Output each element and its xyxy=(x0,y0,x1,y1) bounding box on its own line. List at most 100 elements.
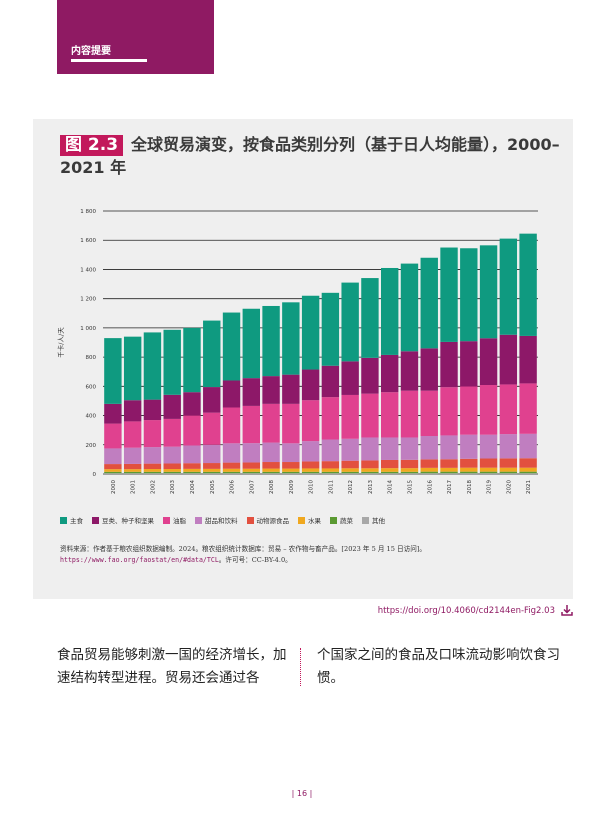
figure-title-text: 全球贸易演变，按食品类别分列（基于日人均能量），2000–2021 年 xyxy=(60,135,560,177)
bar-segment-animal xyxy=(460,458,478,468)
x-tick-label: 2007 xyxy=(249,480,255,494)
bar-segment-veg xyxy=(163,471,181,474)
bar-segment-staples xyxy=(143,332,162,400)
bar-segment-veg xyxy=(341,471,359,474)
x-tick-label: 2001 xyxy=(131,480,137,494)
source-link[interactable]: https://www.fao.org/faostat/en/#data/TCL xyxy=(60,556,219,564)
download-icon[interactable] xyxy=(561,605,573,616)
bar-segment-animal xyxy=(104,464,122,470)
x-tick-label: 2005 xyxy=(210,480,216,494)
bar-segment-sugar xyxy=(321,439,340,462)
bar-segment-other xyxy=(499,473,518,474)
bar-segment-other xyxy=(341,473,359,474)
bar-segment-oils xyxy=(341,394,359,439)
figure-title: 图 2.3 全球贸易演变，按食品类别分列（基于日人均能量），2000–2021 年 xyxy=(60,133,560,179)
x-tick-label: 2008 xyxy=(269,480,275,494)
bar-segment-oils xyxy=(282,403,300,444)
bar-segment-pulses xyxy=(400,351,419,391)
bar-segment-oils xyxy=(420,390,438,437)
legend-item: 主食 xyxy=(60,515,83,525)
y-tick-label: 200 xyxy=(86,443,97,449)
bar-segment-pulses xyxy=(321,365,340,398)
source-note: 资料来源：作者基于粮农组织数据编制。2024。粮农组织统计数据库：贸易 – 农作… xyxy=(60,544,560,566)
bar-segment-other xyxy=(420,473,438,474)
bar-segment-other xyxy=(321,473,340,474)
bar-segment-veg xyxy=(420,471,438,474)
legend-swatch xyxy=(92,516,99,524)
bar-segment-fruit xyxy=(242,468,260,472)
bar-segment-oils xyxy=(440,387,458,436)
bar-segment-veg xyxy=(143,471,162,474)
chart-legend: 主食 豆类、种子和坚果 油脂 甜品和饮料 动物源食品 水果 蔬菜 其他 xyxy=(60,515,385,525)
bar-segment-oils xyxy=(361,393,379,438)
bar-segment-staples xyxy=(420,257,438,349)
legend-swatch xyxy=(195,516,202,524)
legend-swatch xyxy=(246,516,254,524)
bar-segment-animal xyxy=(321,461,340,469)
legend-item: 蔬菜 xyxy=(330,515,353,525)
bar-segment-other xyxy=(203,473,221,474)
legend-label: 油脂 xyxy=(173,517,186,525)
bar-segment-animal xyxy=(222,462,241,469)
bar-segment-oils xyxy=(400,390,419,438)
bar-segment-sugar xyxy=(420,436,438,460)
bar-segment-fruit xyxy=(361,468,379,472)
legend-label: 蔬菜 xyxy=(340,517,353,525)
doi-link[interactable]: https://doi.org/10.4060/cd2144en-Fig2.03 xyxy=(378,605,573,616)
x-tick-label: 2018 xyxy=(467,480,473,494)
x-tick-label: 2012 xyxy=(348,480,354,494)
bar-segment-sugar xyxy=(301,441,320,462)
bar-segment-oils xyxy=(479,385,498,435)
x-tick-label: 2021 xyxy=(526,480,532,494)
bar-segment-fruit xyxy=(460,467,478,472)
y-tick-label: 800 xyxy=(86,355,97,361)
bar-segment-veg xyxy=(222,471,241,474)
bar-segment-fruit xyxy=(420,467,438,472)
bar-segment-veg xyxy=(361,471,379,474)
bar-segment-oils xyxy=(163,418,181,447)
x-tick-label: 2003 xyxy=(170,480,176,494)
legend-label: 甜品和饮料 xyxy=(205,517,238,525)
bar-segment-sugar xyxy=(499,434,518,459)
bar-segment-pulses xyxy=(163,394,181,419)
bar-segment-sugar xyxy=(361,437,379,461)
y-tick-label: 1 000 xyxy=(80,326,96,332)
bar-segment-oils xyxy=(104,423,122,449)
bar-segment-other xyxy=(242,473,260,474)
bar-segment-veg xyxy=(123,471,142,474)
bar-segment-veg xyxy=(104,471,122,474)
bar-segment-staples xyxy=(123,336,142,401)
bar-segment-pulses xyxy=(361,357,379,394)
bar-segment-sugar xyxy=(282,443,300,463)
bar-segment-veg xyxy=(381,471,399,474)
bar-segment-sugar xyxy=(143,447,162,464)
bar-segment-pulses xyxy=(183,392,201,416)
bar-segment-sugar xyxy=(341,438,359,461)
legend-item: 水果 xyxy=(298,515,321,525)
bar-segment-pulses xyxy=(440,341,458,388)
bar-segment-pulses xyxy=(143,399,162,421)
bar-segment-fruit xyxy=(381,468,399,472)
source-license: 。许可号：CC-BY-4.0。 xyxy=(218,556,292,564)
legend-swatch xyxy=(362,516,369,524)
bar-segment-other xyxy=(262,473,280,474)
bar-segment-veg xyxy=(499,471,518,474)
bar-segment-oils xyxy=(321,397,340,440)
legend-item: 油脂 xyxy=(163,515,186,525)
bar-segment-other xyxy=(143,473,162,474)
bar-segment-pulses xyxy=(381,354,399,393)
legend-item: 其他 xyxy=(362,515,385,525)
bar-segment-animal xyxy=(143,463,162,470)
bar-segment-staples xyxy=(400,263,419,352)
bar-segment-animal xyxy=(301,461,320,469)
bar-segment-fruit xyxy=(183,468,201,472)
bar-segment-pulses xyxy=(222,380,241,408)
bar-segment-sugar xyxy=(381,437,399,460)
bar-segment-animal xyxy=(400,459,419,469)
y-tick-label: 600 xyxy=(86,384,97,390)
doi-text[interactable]: https://doi.org/10.4060/cd2144en-Fig2.03 xyxy=(377,605,555,616)
bar-segment-sugar xyxy=(123,447,142,464)
bar-segment-veg xyxy=(183,471,201,474)
bar-segment-other xyxy=(361,473,379,474)
x-tick-label: 2011 xyxy=(328,480,334,494)
